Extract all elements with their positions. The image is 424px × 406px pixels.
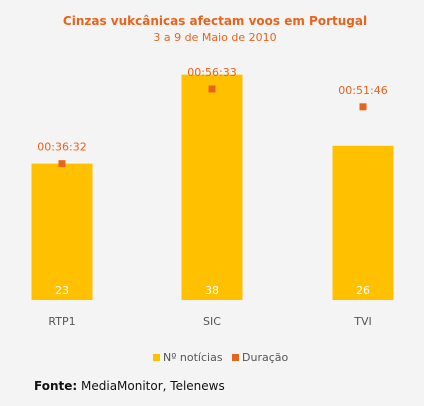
source-text: MediaMonitor, Telenews bbox=[81, 379, 225, 393]
bar-sic bbox=[181, 74, 243, 301]
chart-subtitle: 3 a 9 de Maio de 2010 bbox=[153, 31, 276, 44]
category-label: TVI bbox=[353, 315, 372, 328]
duration-point bbox=[208, 85, 216, 93]
legend-swatch-noticias bbox=[153, 354, 160, 361]
legend-swatch-duracao bbox=[232, 354, 239, 361]
source-label: Fonte: bbox=[34, 379, 78, 393]
category-label: RTP1 bbox=[48, 315, 75, 328]
chart: Cinzas vukcânicas afectam voos em Portug… bbox=[31, 14, 394, 364]
source-footer: Fonte: MediaMonitor, Telenews bbox=[34, 379, 225, 393]
duration-point bbox=[58, 160, 66, 168]
bar-value-label: 26 bbox=[356, 284, 370, 297]
duration-label: 00:56:33 bbox=[187, 66, 236, 79]
category-label: SIC bbox=[203, 315, 221, 328]
legend-label-noticias: Nº notícias bbox=[163, 351, 223, 364]
duration-point bbox=[359, 103, 367, 111]
chart-title: Cinzas vukcânicas afectam voos em Portug… bbox=[63, 14, 367, 28]
bar-tvi bbox=[332, 145, 394, 300]
duration-label: 00:36:32 bbox=[37, 141, 86, 154]
bar-rtp1 bbox=[31, 163, 93, 300]
duration-label: 00:51:46 bbox=[338, 84, 387, 97]
legend-label-duracao: Duração bbox=[242, 351, 288, 364]
bar-value-label: 23 bbox=[55, 284, 69, 297]
bar-value-label: 38 bbox=[205, 284, 219, 297]
